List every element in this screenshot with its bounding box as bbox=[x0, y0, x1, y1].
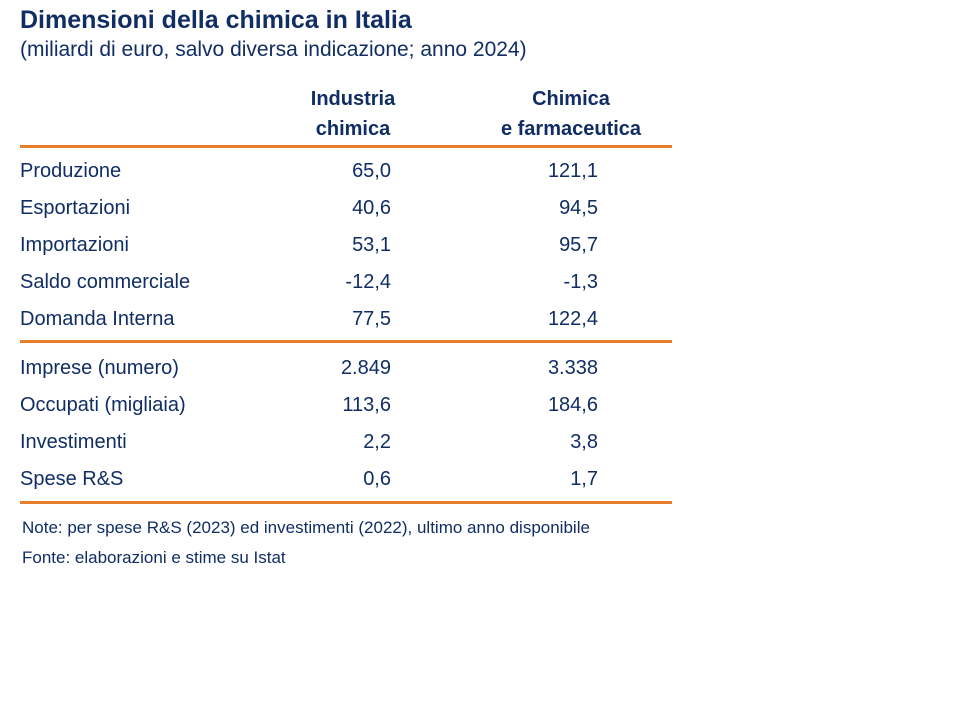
row-label: Esportazioni bbox=[20, 197, 131, 219]
table-row: Domanda Interna 77,5 122,4 bbox=[20, 301, 672, 338]
table-row: Investimenti 2,2 3,8 bbox=[20, 424, 672, 461]
row-value-chimica-farma: 122,4 bbox=[547, 308, 598, 330]
row-value-chimica-farma: 3.338 bbox=[547, 357, 598, 379]
row-label: Spese R&S bbox=[20, 468, 124, 490]
column-header-chimica-farmaceutica: Chimica e farmaceutica bbox=[471, 84, 671, 144]
row-value-industria: 0,6 bbox=[363, 468, 391, 490]
table-rule-bottom bbox=[20, 501, 672, 504]
table-row: Esportazioni 40,6 94,5 bbox=[20, 190, 672, 227]
row-value-industria: 77,5 bbox=[352, 308, 391, 330]
row-value-industria: -12,4 bbox=[345, 271, 391, 293]
row-value-industria: 113,6 bbox=[342, 394, 391, 416]
row-value-chimica-farma: 94,5 bbox=[559, 197, 598, 219]
slide-title: Dimensioni della chimica in Italia bbox=[20, 6, 412, 34]
slide-subtitle: (miliardi di euro, salvo diversa indicaz… bbox=[20, 38, 527, 61]
row-label: Saldo commerciale bbox=[20, 271, 191, 293]
row-value-industria: 53,1 bbox=[352, 234, 391, 256]
row-value-industria: 2,2 bbox=[363, 431, 391, 453]
row-value-industria: 40,6 bbox=[352, 197, 391, 219]
column-header-industria-chimica: Industria chimica bbox=[288, 84, 418, 144]
row-value-chimica-farma: 3,8 bbox=[570, 431, 598, 453]
table-section-structure: Imprese (numero) 2.849 3.338 Occupati (m… bbox=[20, 350, 672, 498]
table-row: Importazioni 53,1 95,7 bbox=[20, 227, 672, 264]
table-row: Occupati (migliaia) 113,6 184,6 bbox=[20, 387, 672, 424]
row-label: Investimenti bbox=[20, 431, 127, 453]
source-note: Fonte: elaborazioni e stime su Istat bbox=[22, 548, 286, 567]
row-label: Occupati (migliaia) bbox=[20, 394, 186, 416]
column-header-line: e farmaceutica bbox=[500, 118, 642, 140]
row-value-chimica-farma: 95,7 bbox=[559, 234, 598, 256]
row-label: Imprese (numero) bbox=[20, 357, 179, 379]
row-value-chimica-farma: 1,7 bbox=[570, 468, 598, 490]
column-header-line: Chimica bbox=[532, 88, 610, 110]
row-label: Importazioni bbox=[20, 234, 129, 256]
table-row: Imprese (numero) 2.849 3.338 bbox=[20, 350, 672, 387]
row-value-industria: 65,0 bbox=[352, 160, 391, 182]
row-label: Domanda Interna bbox=[20, 308, 175, 330]
column-header-line: chimica bbox=[315, 118, 391, 140]
footnote: Note: per spese R&S (2023) ed investimen… bbox=[22, 518, 590, 537]
table-row: Produzione 65,0 121,1 bbox=[20, 153, 672, 190]
row-value-chimica-farma: -1,3 bbox=[563, 271, 598, 293]
table-rule-middle bbox=[20, 340, 672, 343]
row-value-chimica-farma: 184,6 bbox=[547, 394, 598, 416]
row-value-industria: 2.849 bbox=[340, 357, 391, 379]
table-row: Saldo commerciale -12,4 -1,3 bbox=[20, 264, 672, 301]
table-rule-top bbox=[20, 145, 672, 148]
row-value-chimica-farma: 121,1 bbox=[547, 160, 598, 182]
column-header-line: Industria bbox=[310, 88, 396, 110]
table-row: Spese R&S 0,6 1,7 bbox=[20, 461, 672, 498]
row-label: Produzione bbox=[20, 160, 122, 182]
table-section-flows: Produzione 65,0 121,1 Esportazioni 40,6 … bbox=[20, 153, 672, 338]
